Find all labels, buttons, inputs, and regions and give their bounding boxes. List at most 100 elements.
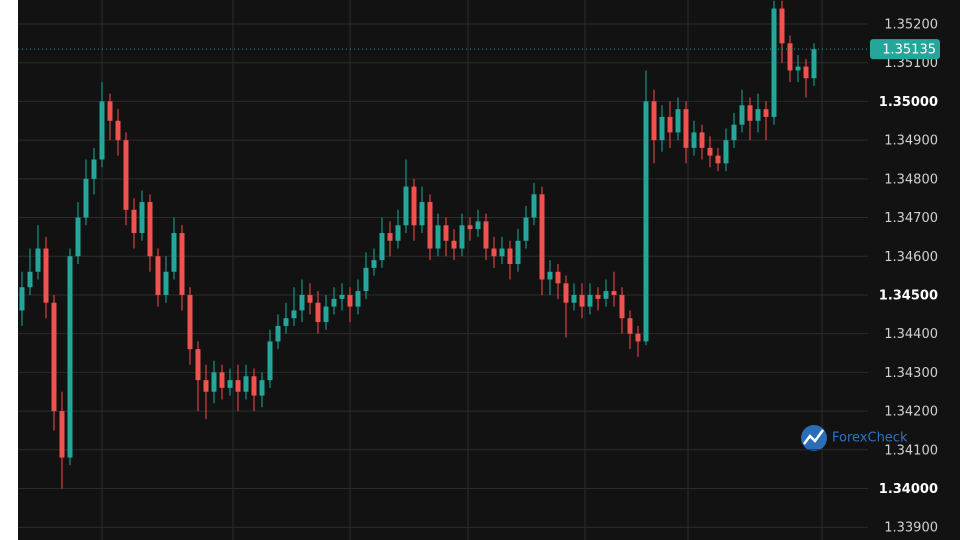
candle-body — [211, 372, 217, 392]
candle-body — [787, 43, 793, 71]
candle-body — [403, 186, 409, 226]
candle-body — [691, 132, 697, 148]
candle-body — [531, 194, 537, 218]
candle-body — [611, 291, 617, 295]
candle-body — [259, 380, 265, 396]
candle-body — [459, 225, 465, 249]
candle-body — [563, 283, 569, 303]
candle-body — [643, 101, 649, 342]
candle-body — [491, 248, 497, 257]
candle-body — [579, 294, 585, 307]
candle-body — [435, 225, 441, 249]
candle-body — [83, 178, 89, 218]
candle-body — [659, 116, 665, 141]
y-tick-label: 1.34500 — [879, 288, 938, 303]
y-tick-label: 1.35200 — [884, 18, 938, 33]
watermark-logo — [801, 425, 827, 451]
y-tick-label: 1.34800 — [884, 172, 938, 187]
candle-body — [443, 225, 449, 241]
y-tick-label: 1.34900 — [884, 134, 938, 149]
candle-body — [123, 140, 129, 210]
candle-body — [379, 233, 385, 261]
candle-body — [67, 256, 73, 458]
candle-body — [331, 298, 337, 307]
y-tick-label: 1.35000 — [879, 95, 938, 110]
candle-body — [763, 109, 769, 117]
y-tick-label: 1.34000 — [879, 482, 938, 497]
candle-body — [139, 202, 145, 234]
candle-body — [363, 267, 369, 292]
candle-body — [179, 233, 185, 295]
candle-body — [755, 109, 761, 121]
last-price-box — [870, 39, 940, 60]
candle-body — [43, 248, 49, 303]
candle-body — [387, 233, 393, 241]
candle-body — [619, 294, 625, 319]
y-tick-label: 1.34700 — [884, 211, 938, 226]
candle-body — [723, 140, 729, 164]
candle-body — [667, 116, 673, 133]
candle-body — [395, 225, 401, 241]
y-tick-label: 1.34100 — [884, 443, 938, 458]
candle-body — [315, 302, 321, 323]
candle-body — [187, 294, 193, 350]
candle-body — [155, 256, 161, 295]
watermark-text: ForexCheck — [832, 431, 908, 446]
candle-body — [731, 124, 737, 141]
candle-body — [571, 294, 577, 303]
candle-body — [547, 271, 553, 280]
candle-body — [795, 66, 801, 71]
candle-body — [539, 194, 545, 280]
candle-body — [283, 318, 289, 326]
candle-body — [555, 271, 561, 284]
candle-body — [91, 159, 97, 179]
candle-body — [451, 240, 457, 249]
y-tick-label: 1.35100 — [884, 56, 938, 71]
candle-body — [243, 376, 249, 392]
y-tick-label: 1.33900 — [884, 521, 938, 536]
watermark-logo-arrow — [803, 429, 825, 445]
candle-body — [115, 120, 121, 141]
candle-body — [635, 333, 641, 342]
candle-body — [307, 294, 313, 303]
candle-body — [523, 217, 529, 241]
candle-body — [75, 217, 81, 257]
candle-body — [411, 186, 417, 226]
candle-body — [219, 372, 225, 388]
candle-body — [595, 294, 601, 299]
candle-body — [251, 376, 257, 396]
candle-body — [427, 202, 433, 249]
candle-body — [699, 132, 705, 148]
candle-body — [747, 105, 753, 121]
candle-body — [347, 294, 353, 307]
candle-body — [739, 105, 745, 125]
candle-body — [603, 291, 609, 299]
candle-body — [475, 221, 481, 230]
candle-body — [587, 294, 593, 307]
candle-body — [339, 294, 345, 299]
candle-body — [131, 209, 137, 234]
candle-body — [275, 325, 281, 342]
candle-body — [59, 411, 65, 458]
candle-body — [651, 101, 657, 141]
candle-body — [171, 233, 177, 272]
candle-body — [483, 221, 489, 249]
candle-body — [203, 380, 209, 392]
candle-body — [371, 260, 377, 268]
candle-body — [99, 101, 105, 160]
candle-body — [27, 271, 33, 288]
candle-body — [267, 341, 273, 381]
candle-body — [19, 287, 25, 311]
y-tick-label: 1.34400 — [884, 327, 938, 342]
candle-body — [683, 109, 689, 148]
candle-body — [811, 49, 817, 79]
candle-body — [499, 248, 505, 257]
candle-body — [707, 147, 713, 156]
candle-body — [291, 310, 297, 319]
candle-body — [715, 155, 721, 164]
candle-body — [235, 380, 241, 392]
candle-body — [323, 306, 329, 323]
watermark: ForexCheck — [801, 425, 908, 451]
candle-body — [35, 248, 41, 272]
candle-body — [779, 8, 785, 44]
